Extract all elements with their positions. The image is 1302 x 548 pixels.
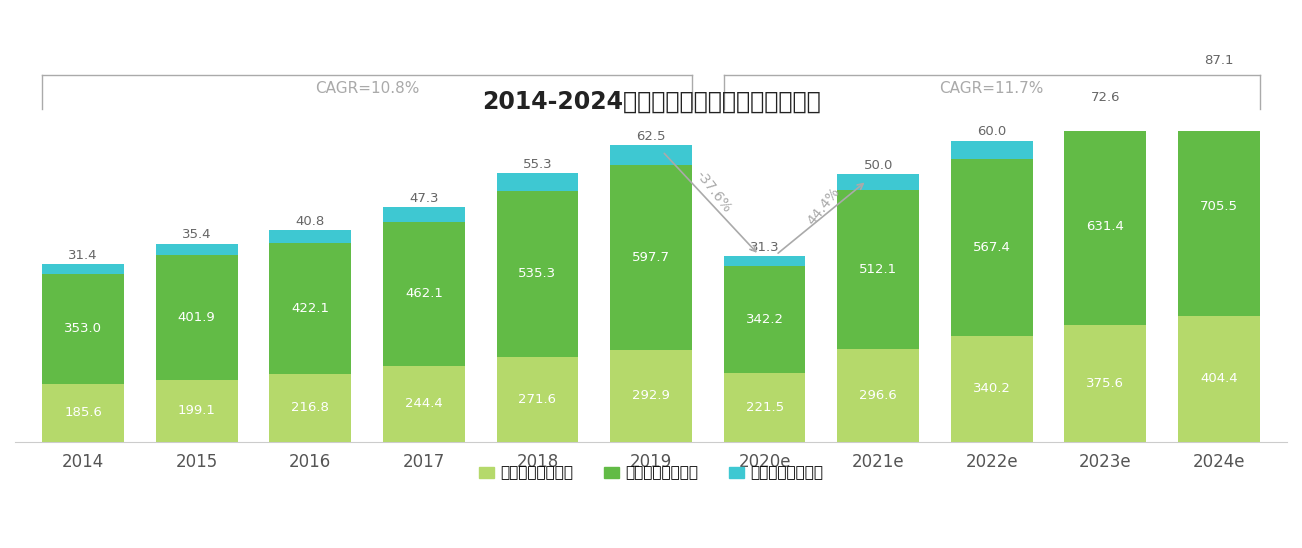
Text: 342.2: 342.2 — [746, 313, 784, 326]
Legend: 应试英语（亿元）, 实用英语（亿元）, 机构业务（亿元）: 应试英语（亿元）, 实用英语（亿元）, 机构业务（亿元） — [473, 460, 829, 487]
Text: 422.1: 422.1 — [292, 302, 329, 315]
Bar — [950, 336, 1032, 442]
Text: 47.3: 47.3 — [409, 192, 439, 205]
Text: 567.4: 567.4 — [973, 241, 1010, 254]
Bar — [950, 141, 1032, 159]
Text: 244.4: 244.4 — [405, 397, 443, 410]
Text: 185.6: 185.6 — [64, 406, 102, 419]
Bar — [496, 191, 578, 357]
Text: 87.1: 87.1 — [1204, 54, 1233, 67]
Text: 72.6: 72.6 — [1091, 90, 1120, 104]
Text: 340.2: 340.2 — [973, 382, 1010, 395]
Text: CAGR=10.8%: CAGR=10.8% — [315, 81, 419, 96]
Bar — [270, 374, 352, 442]
Bar — [724, 256, 806, 266]
Text: 271.6: 271.6 — [518, 393, 556, 406]
Bar — [1065, 128, 1146, 325]
Bar — [156, 255, 237, 380]
Bar — [950, 159, 1032, 336]
Text: 292.9: 292.9 — [631, 390, 671, 402]
Bar — [611, 145, 691, 164]
Bar — [156, 244, 237, 255]
Text: 50.0: 50.0 — [863, 159, 893, 172]
Bar — [156, 380, 237, 442]
Text: 35.4: 35.4 — [182, 229, 211, 242]
Bar — [42, 264, 124, 274]
Bar — [1178, 69, 1260, 96]
Bar — [42, 384, 124, 442]
Bar — [1178, 96, 1260, 316]
Text: 462.1: 462.1 — [405, 287, 443, 300]
Bar — [837, 349, 919, 442]
Text: 353.0: 353.0 — [64, 322, 102, 335]
Bar — [837, 190, 919, 349]
Text: 535.3: 535.3 — [518, 267, 556, 281]
Text: 40.8: 40.8 — [296, 215, 326, 228]
Bar — [724, 266, 806, 373]
Bar — [1178, 316, 1260, 442]
Bar — [270, 243, 352, 374]
Text: 216.8: 216.8 — [292, 401, 329, 414]
Bar — [496, 357, 578, 442]
Text: 199.1: 199.1 — [178, 404, 216, 417]
Text: CAGR=11.7%: CAGR=11.7% — [940, 81, 1044, 96]
Bar — [724, 373, 806, 442]
Text: 221.5: 221.5 — [746, 401, 784, 414]
Text: 31.3: 31.3 — [750, 241, 780, 254]
Text: 631.4: 631.4 — [1086, 220, 1124, 233]
Title: 2014-2024年中国成人英语市场规模及预测: 2014-2024年中国成人英语市场规模及预测 — [482, 89, 820, 113]
Bar — [611, 350, 691, 442]
Text: 31.4: 31.4 — [69, 249, 98, 262]
Text: 296.6: 296.6 — [859, 389, 897, 402]
Bar — [1065, 325, 1146, 442]
Text: 375.6: 375.6 — [1086, 376, 1125, 390]
Text: 62.5: 62.5 — [637, 130, 665, 143]
Bar — [837, 174, 919, 190]
Text: -37.6%: -37.6% — [693, 168, 734, 215]
Bar — [1065, 106, 1146, 128]
Text: 512.1: 512.1 — [859, 263, 897, 276]
Text: 705.5: 705.5 — [1200, 199, 1238, 213]
Text: 404.4: 404.4 — [1200, 372, 1238, 385]
Text: 55.3: 55.3 — [522, 158, 552, 171]
Text: 597.7: 597.7 — [631, 251, 671, 264]
Bar — [383, 207, 465, 222]
Bar — [270, 230, 352, 243]
Text: 44.4%: 44.4% — [805, 185, 842, 227]
Bar — [383, 222, 465, 366]
Text: 401.9: 401.9 — [178, 311, 216, 324]
Bar — [611, 164, 691, 350]
Bar — [496, 173, 578, 191]
Bar — [383, 366, 465, 442]
Text: 60.0: 60.0 — [976, 125, 1006, 139]
Bar — [42, 274, 124, 384]
